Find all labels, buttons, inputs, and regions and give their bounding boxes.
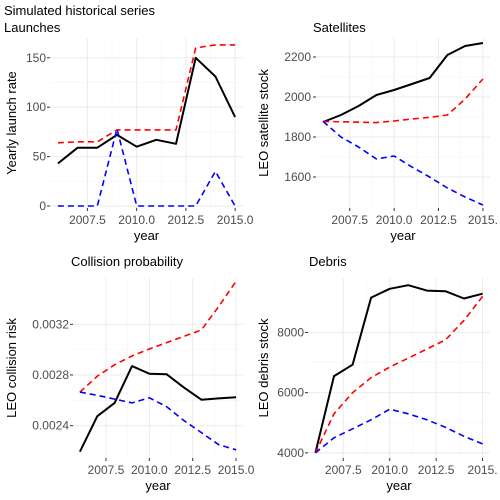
series-line-1 xyxy=(314,284,483,454)
panel-title: Launches xyxy=(4,20,61,35)
series-line-2 xyxy=(323,78,484,124)
x-tick-label: 2007.5 xyxy=(325,463,362,477)
x-tick-label: 2015.0 xyxy=(218,463,255,477)
x-tick-label: 2015. xyxy=(468,213,498,227)
x-tick-label: 2010.0 xyxy=(376,213,413,227)
x-tick-label: 2012.5 xyxy=(418,463,455,477)
x-tick-label: 2010.0 xyxy=(131,463,168,477)
series-line-3 xyxy=(322,120,484,206)
y-tick-label: 0.0032 xyxy=(32,317,69,331)
series-line-3 xyxy=(314,408,483,454)
series-line-1 xyxy=(57,56,236,165)
panel-title: Collision probability xyxy=(71,254,183,269)
y-tick-label: 2000 xyxy=(284,90,311,104)
y-tick-label: 8000 xyxy=(277,325,304,339)
x-tick-label: 2007.5 xyxy=(331,213,368,227)
panel-title: Satellites xyxy=(313,20,366,35)
x-tick-label: 2007.5 xyxy=(88,463,125,477)
y-tick-label: 1600 xyxy=(284,170,311,184)
y-axis-title: LEO satellite stock xyxy=(256,69,271,177)
x-axis-title: year xyxy=(390,228,416,243)
y-tick-label: 150 xyxy=(26,51,46,65)
y-tick-label: 0.0028 xyxy=(32,368,69,382)
y-tick-label: 2200 xyxy=(284,50,311,64)
y-tick-label: 50 xyxy=(33,150,47,164)
series-line-3 xyxy=(79,391,237,451)
series-line-1 xyxy=(322,42,484,123)
x-tick-label: 2015. xyxy=(468,463,498,477)
x-tick-label: 2012.5 xyxy=(168,213,205,227)
series-line-2 xyxy=(79,280,237,393)
series-line-2 xyxy=(57,44,236,144)
series-line-2 xyxy=(314,295,484,454)
y-axis-title: Yearly launch rate xyxy=(4,71,19,175)
x-tick-label: 2015.0 xyxy=(217,213,254,227)
x-tick-label: 2012.5 xyxy=(420,213,457,227)
x-tick-label: 2012.5 xyxy=(174,463,211,477)
x-axis-title: year xyxy=(145,478,171,493)
y-tick-label: 0 xyxy=(39,199,46,213)
main-title: Simulated historical series xyxy=(4,3,156,18)
y-tick-label: 0.0024 xyxy=(32,419,69,433)
x-axis-title: year xyxy=(386,478,412,493)
y-axis-title: LEO collision risk xyxy=(4,318,19,418)
x-axis-title: year xyxy=(134,228,160,243)
series-line-3 xyxy=(57,128,236,207)
y-axis-title: LEO debris stock xyxy=(256,318,271,417)
series-line-1 xyxy=(79,365,237,453)
y-tick-label: 4000 xyxy=(277,446,304,460)
x-tick-label: 2007.5 xyxy=(69,213,106,227)
panel-title: Debris xyxy=(309,254,347,269)
y-tick-label: 100 xyxy=(26,100,46,114)
y-tick-label: 1800 xyxy=(284,130,311,144)
x-tick-label: 2010.0 xyxy=(118,213,155,227)
x-tick-label: 2010.0 xyxy=(371,463,408,477)
y-tick-label: 6000 xyxy=(277,386,304,400)
